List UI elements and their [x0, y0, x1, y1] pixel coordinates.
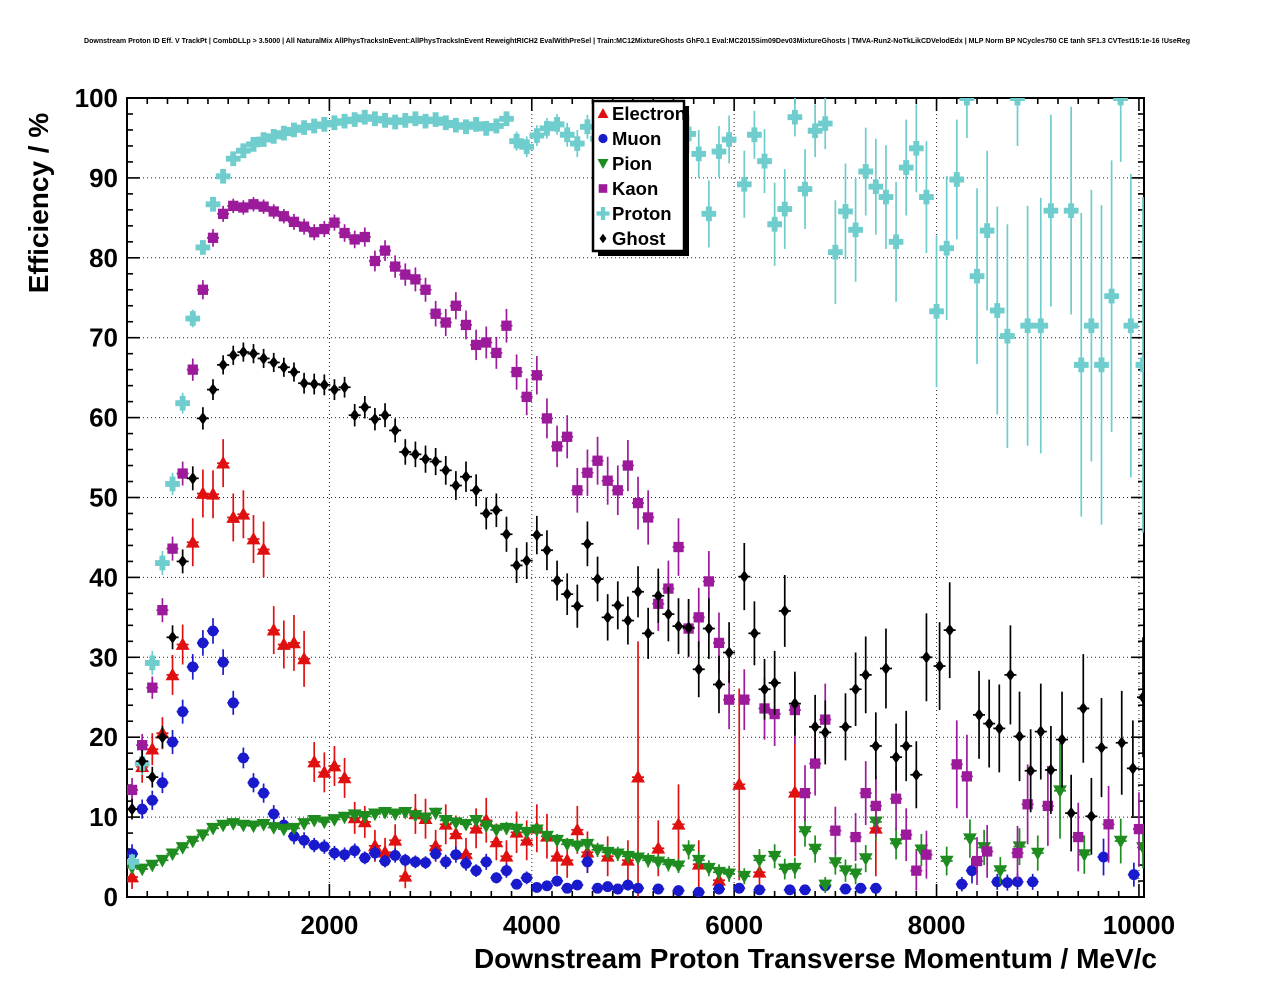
legend-label-ghost: Ghost: [612, 228, 665, 249]
legend-label-pion: Pion: [612, 153, 652, 174]
legend-label-proton: Proton: [612, 203, 672, 224]
y-tick-label: 30: [89, 642, 118, 672]
legend-marker-kaon-icon: [598, 184, 608, 193]
legend: Electron Muon Pion Kaon Proton Ghost: [591, 99, 689, 256]
y-tick-label: 70: [89, 323, 118, 353]
x-tick-label: 4000: [503, 910, 561, 940]
x-tick-label: 10000: [1103, 910, 1175, 940]
y-tick-label: 10: [89, 802, 118, 832]
y-tick-label: 20: [89, 722, 118, 752]
x-tick-label: 6000: [705, 910, 763, 940]
y-tick-label: 50: [89, 483, 118, 513]
y-tick-label: 80: [89, 243, 118, 273]
series-electron: [127, 439, 883, 897]
series-ghost: [127, 342, 1144, 855]
axes-frame: 0 10 20 30 40 50 60 70 80 90 100 2000 4000 6000 8000 10…: [75, 83, 1175, 940]
legend-marker-pion-icon: [597, 159, 609, 169]
legend-marker-proton-icon: [596, 207, 610, 220]
legend-marker-ghost-icon: [599, 233, 607, 244]
y-axis-title: Efficiency / %: [23, 113, 54, 294]
x-axis-title: Downstream Proton Transverse Momentum / …: [474, 943, 1157, 974]
y-tick-label: 0: [104, 882, 118, 912]
legend-marker-muon-icon: [598, 133, 608, 144]
y-tick-label: 90: [89, 163, 118, 193]
plot-title: Downstream Proton ID Eff. V TrackPt | Co…: [84, 36, 1190, 45]
x-tick-label: 8000: [908, 910, 966, 940]
series-kaon: [127, 197, 1144, 891]
legend-label-electron: Electron: [612, 103, 686, 124]
y-tick-label: 60: [89, 403, 118, 433]
y-tick-label: 100: [75, 83, 118, 113]
y-tick-label: 40: [89, 562, 118, 592]
series-muon: [127, 618, 1140, 897]
legend-label-muon: Muon: [612, 128, 661, 149]
data-series-layer: [127, 98, 1144, 897]
legend-label-kaon: Kaon: [612, 178, 658, 199]
legend-marker-electron-icon: [597, 108, 609, 118]
legend-box: [591, 99, 686, 253]
x-tick-label: 2000: [300, 910, 358, 940]
